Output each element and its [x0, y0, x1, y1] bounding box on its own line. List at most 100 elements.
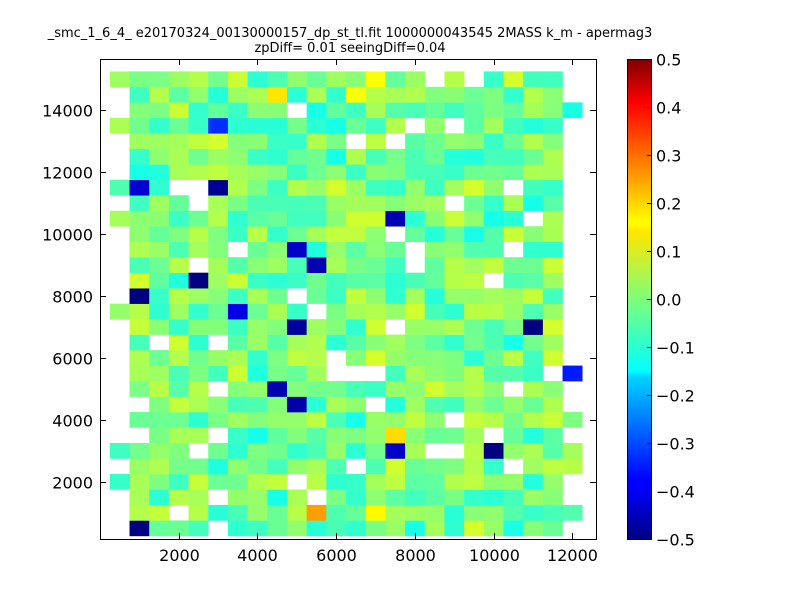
- heatmap-cell: [267, 133, 288, 150]
- heatmap-cell: [326, 179, 347, 196]
- heatmap-cell: [542, 164, 563, 181]
- heatmap-cell: [286, 412, 307, 428]
- heatmap-cell: [149, 148, 170, 165]
- heatmap-cell: [346, 489, 367, 506]
- heatmap-cell: [523, 164, 544, 181]
- heatmap-cell: [365, 272, 386, 289]
- heatmap-cell: [306, 257, 327, 273]
- colorbar-tick-label: −0.2: [656, 387, 695, 406]
- heatmap-cell: [503, 319, 524, 335]
- heatmap-cell: [542, 319, 563, 335]
- heatmap-cell: [365, 303, 386, 320]
- colorbar-tick-label: −0.1: [656, 339, 695, 358]
- heatmap-cell: [365, 319, 386, 335]
- heatmap-cell: [129, 148, 150, 165]
- heatmap-cell: [149, 520, 170, 537]
- heatmap-cell: [326, 226, 347, 243]
- heatmap-cell: [306, 381, 327, 397]
- heatmap-cell: [227, 288, 248, 304]
- heatmap-cell: [503, 303, 524, 320]
- colorbar-tick-label: 0.1: [656, 243, 681, 262]
- heatmap-cell: [247, 179, 268, 196]
- heatmap-cell: [444, 396, 465, 413]
- heatmap-cell: [405, 334, 426, 351]
- heatmap-cell: [129, 179, 150, 196]
- heatmap-cell: [542, 443, 563, 459]
- heatmap-cell: [326, 288, 347, 304]
- heatmap-cell: [385, 179, 406, 196]
- heatmap-cell: [267, 319, 288, 335]
- heatmap-cell: [149, 319, 170, 335]
- heatmap-cell: [365, 117, 386, 134]
- heatmap-cell: [444, 427, 465, 444]
- heatmap-cell: [306, 102, 327, 119]
- heatmap-cell: [306, 458, 327, 475]
- heatmap-cell: [149, 179, 170, 196]
- heatmap-cell: [168, 226, 189, 243]
- heatmap-cell: [286, 257, 307, 273]
- heatmap-cell: [444, 86, 465, 103]
- heatmap-cell: [208, 319, 229, 335]
- heatmap-cell: [503, 504, 524, 521]
- heatmap-cell: [129, 381, 150, 397]
- heatmap-cell: [523, 520, 544, 537]
- heatmap-cell: [424, 210, 445, 227]
- colorbar-tick-label: 0.3: [656, 147, 681, 166]
- heatmap-cell: [365, 288, 386, 304]
- x-tick-label: 10000: [469, 546, 520, 565]
- heatmap-cell: [542, 489, 563, 506]
- heatmap-cell: [149, 443, 170, 459]
- heatmap-cell: [149, 102, 170, 119]
- heatmap-cell: [326, 381, 347, 397]
- heatmap-cell: [208, 102, 229, 119]
- heatmap-cell: [464, 272, 485, 289]
- heatmap-cell: [346, 257, 367, 273]
- heatmap-cell: [405, 71, 426, 88]
- heatmap-cell: [483, 458, 504, 475]
- heatmap-cell: [365, 179, 386, 196]
- heatmap-cell: [464, 133, 485, 150]
- heatmap-cell: [542, 241, 563, 258]
- heatmap-cell: [227, 365, 248, 382]
- heatmap-cell: [267, 381, 288, 397]
- heatmap-cell: [483, 257, 504, 273]
- heatmap-cell: [326, 504, 347, 521]
- heatmap-cell: [188, 164, 209, 181]
- heatmap-cell: [306, 334, 327, 351]
- heatmap-cell: [542, 473, 563, 490]
- heatmap-cell: [483, 319, 504, 335]
- heatmap-cell: [483, 520, 504, 537]
- heatmap-cell: [483, 303, 504, 320]
- heatmap-cell: [424, 257, 445, 273]
- heatmap-cell: [523, 148, 544, 165]
- heatmap-cell: [208, 396, 229, 413]
- heatmap-cell: [326, 458, 347, 475]
- heatmap-cell: [326, 195, 347, 212]
- heatmap-cell: [208, 71, 229, 88]
- heatmap-cell: [326, 489, 347, 506]
- heatmap-cell: [385, 489, 406, 506]
- heatmap-cell: [365, 226, 386, 243]
- heatmap-cell: [267, 148, 288, 165]
- heatmap-cell: [444, 210, 465, 227]
- heatmap-cell: [247, 257, 268, 273]
- heatmap-cell: [464, 257, 485, 273]
- heatmap-cell: [247, 226, 268, 243]
- heatmap-cell: [346, 272, 367, 289]
- heatmap-cell: [562, 365, 583, 382]
- heatmap-cell: [464, 117, 485, 134]
- heatmap-cell: [424, 489, 445, 506]
- heatmap-cell: [405, 381, 426, 397]
- heatmap-cell: [542, 102, 563, 119]
- heatmap-cell: [385, 365, 406, 382]
- heatmap-cell: [129, 226, 150, 243]
- colorbar-tick-label: 0.0: [656, 291, 681, 310]
- heatmap-cell: [286, 427, 307, 444]
- heatmap-cell: [286, 504, 307, 521]
- heatmap-cell: [188, 86, 209, 103]
- heatmap-cell: [464, 148, 485, 165]
- x-tick-label: 6000: [316, 546, 357, 565]
- heatmap-cell: [542, 148, 563, 165]
- y-tick-label: 10000: [42, 226, 93, 245]
